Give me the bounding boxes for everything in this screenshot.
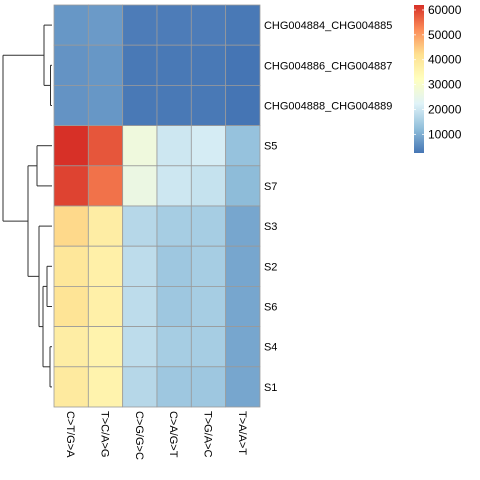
heatmap-cell	[122, 125, 158, 167]
heatmap-cell	[225, 366, 261, 408]
heatmap-cell	[190, 44, 227, 86]
heatmap-cell	[156, 165, 192, 207]
colorbar-ticks: 10000 20000 30000 40000 50000 60000	[414, 3, 462, 141]
heatmap-cell	[190, 165, 227, 207]
heatmap-cell	[156, 205, 192, 247]
heatmap-cell	[122, 326, 158, 368]
heatmap-cell	[53, 205, 89, 247]
heatmap-cell	[190, 366, 227, 408]
heatmap-cell	[87, 326, 124, 368]
row-label: S4	[264, 342, 277, 354]
heatmap-cell	[225, 125, 261, 167]
heatmap-cell	[53, 85, 89, 127]
heatmap-cell	[225, 44, 261, 86]
colorbar	[414, 5, 424, 153]
heatmap-cell	[122, 85, 158, 127]
column-label: T>A/A>T	[236, 411, 248, 455]
heatmap-cell	[122, 165, 158, 207]
row-dendrogram	[2, 24, 52, 388]
heatmap-cell	[87, 85, 124, 127]
heatmap-cell	[156, 44, 192, 86]
column-label: C>G/G>C	[133, 411, 145, 460]
row-labels: CHG004884_CHG004885 CHG004886_CHG004887 CH…	[264, 20, 392, 394]
heatmap-cell	[122, 44, 158, 86]
heatmap-cell	[190, 326, 227, 368]
heatmap-cell	[190, 285, 227, 327]
heatmap-cell	[156, 366, 192, 408]
column-label: T>C/A>G	[98, 411, 110, 457]
row-label: CHG004884_CHG004885	[264, 20, 392, 32]
heatmap-cell	[122, 245, 158, 287]
row-label: S7	[264, 181, 277, 193]
heatmap-cell	[53, 366, 89, 408]
heatmap-cell	[87, 285, 124, 327]
heatmap-cell	[53, 125, 89, 167]
heatmap-cell	[156, 85, 192, 127]
heatmap-cell	[190, 245, 227, 287]
heatmap-cell	[87, 4, 124, 46]
colorbar-tick-label: 10000	[428, 127, 462, 141]
heatmap-cell	[225, 165, 261, 207]
heatmap-cell	[87, 165, 124, 207]
heatmap-cell	[156, 285, 192, 327]
heatmap-cell	[122, 285, 158, 327]
heatmap-cell	[53, 285, 89, 327]
heatmap-cells	[53, 4, 261, 408]
column-label: C>A/G>T	[167, 411, 179, 458]
row-label: S5	[264, 141, 277, 153]
colorbar-tick-label: 60000	[428, 3, 462, 17]
colorbar-tick-label: 50000	[428, 28, 462, 42]
heatmap-cell	[225, 85, 261, 127]
heatmap-cell	[87, 245, 124, 287]
heatmap-cell	[53, 326, 89, 368]
heatmap-cell	[225, 205, 261, 247]
colorbar-tick-label: 40000	[428, 53, 462, 67]
row-label: S6	[264, 302, 277, 314]
row-label: S1	[264, 382, 277, 394]
heatmap-cell	[190, 205, 227, 247]
heatmap-cell	[122, 4, 158, 46]
column-label: T>G/A>C	[201, 411, 213, 458]
heatmap-cell	[156, 4, 192, 46]
heatmap-cell	[87, 44, 124, 86]
row-label: CHG004888_CHG004889	[264, 101, 392, 113]
heatmap-cell	[190, 4, 227, 46]
color-legend: 10000 20000 30000 40000 50000 60000	[414, 3, 462, 153]
heatmap-cell	[225, 285, 261, 327]
heatmap-cell	[190, 125, 227, 167]
row-label: CHG004886_CHG004887	[264, 60, 392, 72]
heatmap-cell	[225, 245, 261, 287]
heatmap-cell	[156, 326, 192, 368]
heatmap-cell	[53, 245, 89, 287]
row-label: S2	[264, 261, 277, 273]
colorbar-tick-label: 30000	[428, 78, 462, 92]
heatmap-cell	[156, 125, 192, 167]
column-labels: C>T/G>A T>C/A>G C>G/G>C C>A/G>T T>G/A>C T>A/A…	[64, 411, 248, 460]
column-label: C>T/G>A	[64, 411, 76, 458]
heatmap-cell	[87, 125, 124, 167]
colorbar-tick-label: 20000	[428, 102, 462, 116]
heatmap-cell	[53, 165, 89, 207]
heatmap-cell	[190, 85, 227, 127]
heatmap-cell	[225, 4, 261, 46]
heatmap-cell	[53, 44, 89, 86]
heatmap-cell	[122, 205, 158, 247]
heatmap-cell	[87, 205, 124, 247]
heatmap-cell	[122, 366, 158, 408]
heatmap-cell	[156, 245, 192, 287]
heatmap-cell	[87, 366, 124, 408]
heatmap-cell	[53, 4, 89, 46]
row-label: S3	[264, 221, 277, 233]
heatmap-cell	[225, 326, 261, 368]
